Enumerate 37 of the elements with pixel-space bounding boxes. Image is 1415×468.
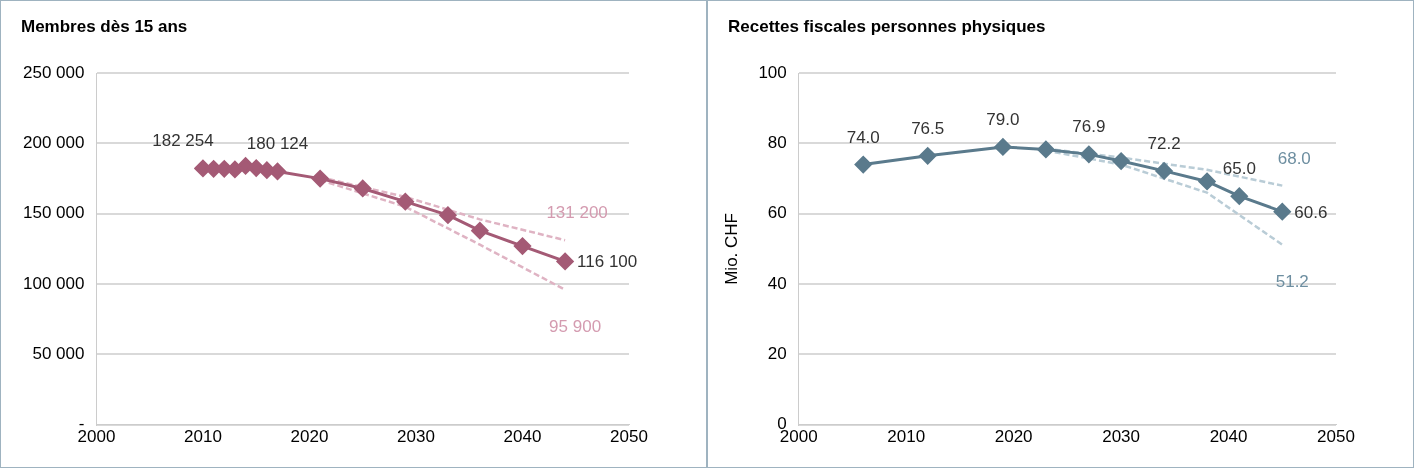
- x-tick-label: 2020: [994, 427, 1033, 447]
- data-label: 51.2: [1275, 271, 1309, 291]
- data-label: 180 124: [246, 134, 309, 154]
- data-label: 116 100: [577, 252, 638, 272]
- y-tick-label: 150 000: [23, 203, 85, 223]
- x-tick-label: 2040: [503, 427, 542, 447]
- y-axis-title: Mio. CHF: [721, 213, 741, 285]
- data-label: 95 900: [549, 316, 602, 336]
- y-tick-label: 100: [758, 62, 787, 82]
- y-tick-label: 20: [767, 344, 787, 364]
- x-tick-label: 2010: [184, 427, 222, 447]
- chart-title: Membres dès 15 ans: [21, 17, 188, 37]
- x-tick-label: 2050: [610, 427, 648, 447]
- data-label: 131 200: [546, 203, 608, 223]
- y-tick-label: 200 000: [23, 133, 85, 153]
- x-tick-label: 2010: [887, 427, 926, 447]
- y-tick-label: 60: [767, 203, 787, 223]
- x-tick-label: 2040: [1209, 427, 1248, 447]
- x-tick-label: 2020: [290, 427, 329, 447]
- data-label: 74.0: [846, 127, 880, 147]
- data-label: 60.6: [1294, 202, 1328, 222]
- x-tick-label: 2030: [1102, 427, 1141, 447]
- data-label: 79.0: [986, 109, 1020, 129]
- data-label: 76.9: [1072, 117, 1106, 137]
- data-label: 68.0: [1277, 148, 1311, 168]
- data-label: 76.5: [911, 118, 945, 138]
- data-label: 182 254: [152, 131, 214, 151]
- y-tick-label: 50 000: [32, 344, 85, 364]
- data-label: 65.0: [1222, 159, 1256, 179]
- y-tick-label: 100 000: [23, 273, 85, 293]
- x-tick-label: 2030: [397, 427, 435, 447]
- y-tick-label: 250 000: [23, 62, 85, 82]
- y-tick-label: 80: [767, 133, 787, 153]
- y-tick-label: 40: [767, 273, 787, 293]
- chart-title: Recettes fiscales personnes physiques: [728, 17, 1046, 37]
- x-tick-label: 2050: [1317, 427, 1355, 447]
- data-label: 72.2: [1147, 133, 1181, 153]
